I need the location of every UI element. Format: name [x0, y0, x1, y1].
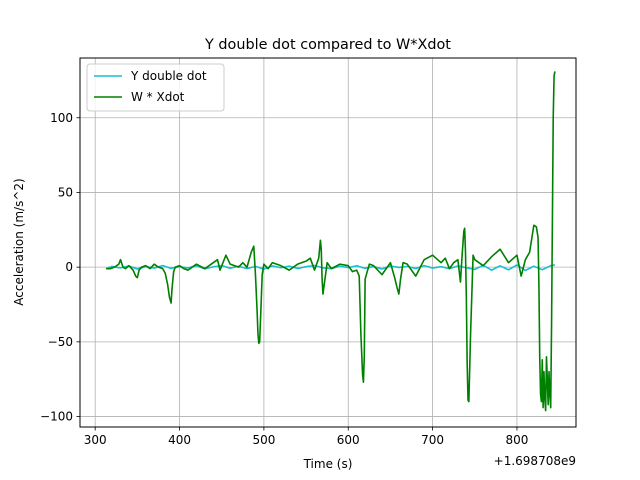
x-tick-label: 300 — [84, 433, 107, 447]
x-tick-label: 400 — [168, 433, 191, 447]
y-ticks: −100 −50 0 50 100 — [40, 111, 80, 424]
x-tick-label: 600 — [337, 433, 360, 447]
y-axis-label: Acceleration (m/s^2) — [12, 178, 26, 305]
x-ticks: 300 400 500 600 700 800 — [84, 427, 528, 447]
series-line-w-xdot — [106, 71, 556, 412]
y-tick-label: 0 — [65, 260, 73, 274]
legend-label-y-double-dot: Y double dot — [130, 69, 207, 83]
y-tick-label: −50 — [48, 335, 73, 349]
chart-title: Y double dot compared to W*Xdot — [204, 37, 451, 53]
legend: Y double dot W * Xdot — [86, 63, 225, 112]
legend-label-w-xdot: W * Xdot — [131, 90, 185, 104]
x-tick-label: 500 — [252, 433, 275, 447]
grid — [80, 58, 576, 427]
y-tick-label: −100 — [40, 410, 73, 424]
x-tick-label: 800 — [505, 433, 528, 447]
x-offset-label: +1.698708e9 — [494, 454, 576, 468]
plot-frame — [79, 57, 577, 428]
series-layer — [105, 71, 556, 412]
x-axis-label: Time (s) — [303, 457, 353, 471]
y-tick-label: 50 — [58, 185, 73, 199]
x-tick-label: 700 — [421, 433, 444, 447]
y-tick-label: 100 — [50, 111, 73, 125]
